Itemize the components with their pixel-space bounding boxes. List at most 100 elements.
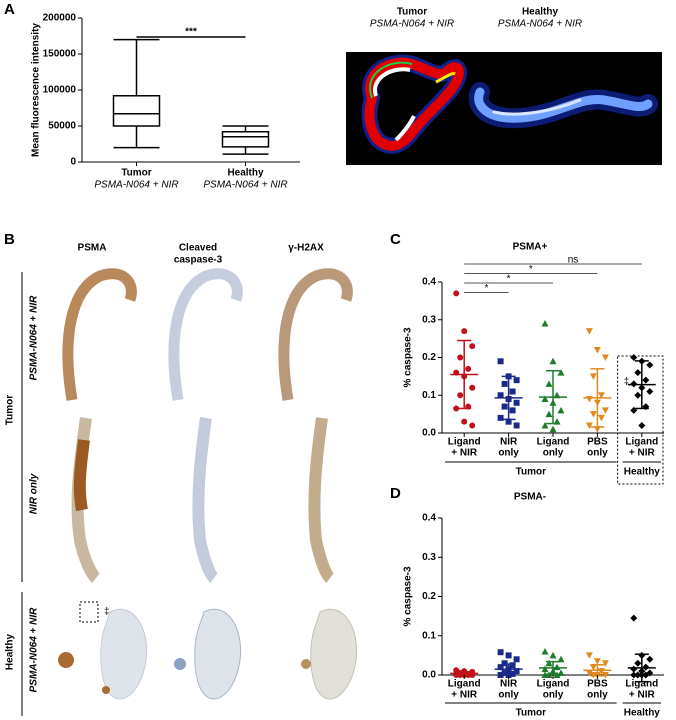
- data-point: [638, 421, 646, 429]
- y-tick-label: 0.3: [422, 314, 436, 325]
- column-header: γ-H2AX: [288, 243, 324, 254]
- data-point: [601, 354, 609, 361]
- y-tick-label: 0.2: [422, 591, 436, 602]
- tissue: [168, 268, 243, 401]
- data-point: [461, 328, 468, 335]
- x-tick-sublabel: PSMA-N064 + NIR: [94, 180, 178, 191]
- x-tick-label: only: [587, 448, 608, 459]
- data-point: [513, 399, 520, 406]
- tissue: [100, 609, 148, 700]
- data-point: [634, 391, 642, 399]
- y-tick-label: 0.1: [422, 390, 436, 401]
- data-point: [513, 422, 520, 429]
- data-point: [585, 328, 593, 335]
- data-point: [453, 405, 460, 412]
- x-tick-label: only: [498, 690, 519, 701]
- y-tick-label: 0.4: [422, 277, 436, 288]
- image-sublabel: PSMA-N064 + NIR: [370, 19, 454, 30]
- tissue: [102, 686, 110, 694]
- panel-label: B: [4, 231, 15, 248]
- row-group-label: Healthy: [5, 634, 16, 671]
- data-point: [642, 663, 650, 671]
- annotation: ‡: [104, 607, 110, 618]
- image-sublabel: PSMA-N064 + NIR: [498, 19, 582, 30]
- healthy-core: [474, 87, 653, 123]
- data-point: [549, 357, 557, 365]
- data-point: [497, 358, 504, 365]
- data-point: [634, 369, 642, 377]
- y-tick-label: 0: [70, 157, 76, 168]
- heat-peak: [435, 72, 456, 84]
- data-point: [553, 663, 561, 671]
- data-point: [545, 380, 553, 387]
- x-tick-label: Ligand: [448, 679, 481, 690]
- data-point: [457, 354, 464, 361]
- data-point: [597, 392, 605, 399]
- data-point: [541, 320, 549, 327]
- data-point: [453, 290, 460, 297]
- chart-title: PSMA-: [514, 492, 546, 503]
- tissue: [278, 268, 353, 401]
- data-point: [557, 369, 565, 376]
- column-header: Cleaved: [179, 243, 217, 254]
- x-tick-sublabel: PSMA-N064 + NIR: [203, 180, 287, 191]
- y-tick-label: 50000: [48, 121, 76, 132]
- column-header: caspase-3: [174, 255, 223, 266]
- data-point: [634, 659, 642, 667]
- x-tick-label: + NIR: [629, 448, 656, 459]
- data-point: [585, 396, 593, 403]
- data-point: [469, 384, 476, 391]
- highlight-box: [617, 355, 664, 485]
- x-tick-label: Ligand: [448, 437, 481, 448]
- data-point: [597, 414, 605, 422]
- data-point: [589, 664, 597, 671]
- data-point: [589, 411, 597, 418]
- data-point: [501, 403, 508, 410]
- panel-label: D: [390, 485, 401, 502]
- y-tick-label: 100000: [43, 85, 77, 96]
- box: [112, 95, 161, 127]
- data-point: [497, 649, 504, 656]
- y-tick-label: 0.1: [422, 630, 436, 641]
- data-point: [541, 395, 549, 403]
- data-point: [642, 671, 650, 679]
- data-point: [505, 418, 512, 425]
- data-point: [593, 426, 601, 433]
- x-tick-label: NIR: [500, 679, 518, 690]
- data-point: [593, 658, 601, 665]
- tissue: [308, 417, 335, 583]
- tissue: [174, 658, 186, 670]
- data-point: [601, 660, 609, 667]
- x-tick-label: Ligand: [625, 679, 658, 690]
- y-tick-label: 0.2: [422, 352, 436, 363]
- x-tick-label: only: [543, 448, 564, 459]
- y-axis-label: Mean fluorescence intensity: [31, 23, 42, 157]
- data-point: [509, 407, 516, 414]
- y-tick-label: 200000: [43, 13, 77, 24]
- y-tick-label: 0.0: [422, 670, 436, 681]
- data-point: [601, 672, 609, 679]
- x-tick-label: + NIR: [451, 448, 478, 459]
- tissue: [73, 439, 90, 512]
- fluorescence-image: [346, 52, 662, 165]
- significance-label: *: [484, 283, 488, 294]
- data-point: [457, 392, 464, 399]
- data-point: [585, 652, 593, 659]
- row-label: NIR only: [29, 473, 40, 514]
- significance-label: *: [529, 264, 533, 275]
- data-point: [585, 422, 593, 429]
- data-point: [557, 655, 565, 663]
- group-label: Tumor: [516, 708, 546, 719]
- data-point: [469, 343, 476, 350]
- data-point: [630, 380, 638, 388]
- x-tick-label: + NIR: [629, 690, 656, 701]
- x-tick-label: PBS: [587, 437, 608, 448]
- data-point: [501, 380, 508, 387]
- data-point: [545, 410, 553, 418]
- y-axis-label: % caspase-3: [403, 327, 414, 387]
- x-tick-label: only: [498, 448, 519, 459]
- data-point: [497, 672, 504, 678]
- heat-edge: [369, 61, 413, 99]
- tissue: [301, 659, 311, 669]
- panel-label: A: [4, 1, 15, 18]
